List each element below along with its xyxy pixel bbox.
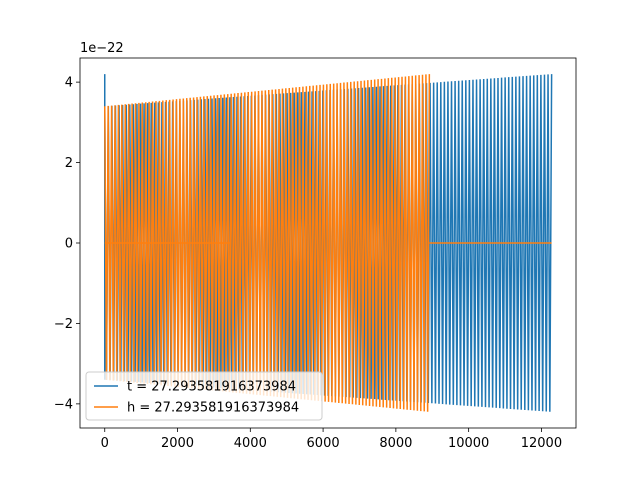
y-tick-label: 0 [65, 237, 73, 252]
y-tick-label: 4 [65, 76, 73, 91]
x-tick-label: 8000 [379, 436, 412, 451]
x-tick-label: 6000 [307, 436, 340, 451]
x-tick-label: 0 [101, 436, 109, 451]
y-axis: −4 −2 0 2 4 [54, 76, 80, 412]
x-tick-label: 10000 [448, 436, 489, 451]
y-offset-label: 1e−22 [80, 41, 124, 56]
x-tick-label: 2000 [161, 436, 194, 451]
legend-label: t = 27.293581916373984 [127, 380, 296, 395]
legend: t = 27.293581916373984 h = 27.29358191637… [85, 371, 323, 421]
legend-label: h = 27.293581916373984 [127, 401, 299, 416]
series-layer [103, 74, 553, 412]
y-tick-label: −4 [54, 397, 73, 412]
y-tick-label: −2 [54, 317, 73, 332]
legend-box [85, 371, 323, 421]
x-tick-label: 12000 [521, 436, 562, 451]
x-tick-label: 4000 [234, 436, 267, 451]
x-axis: 0 2000 4000 6000 8000 10000 12000 [101, 428, 562, 451]
y-tick-label: 2 [65, 156, 73, 171]
